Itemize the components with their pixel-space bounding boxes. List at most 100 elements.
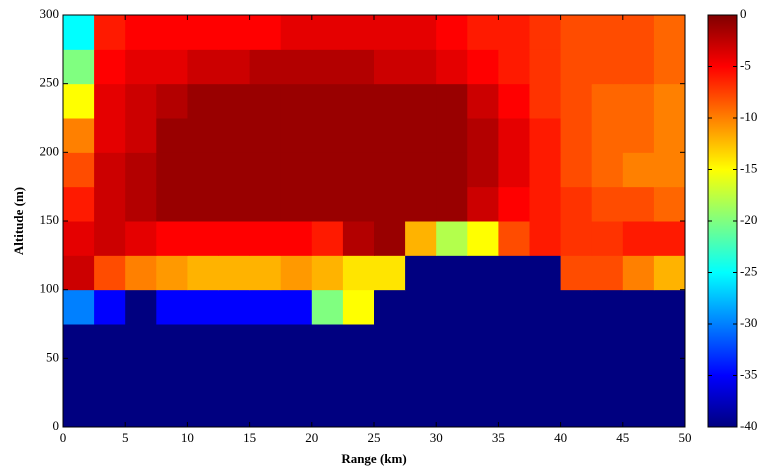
heatmap-cell (498, 83, 530, 119)
heatmap-cell (311, 49, 344, 85)
heatmap-cell (529, 15, 562, 50)
heatmap-cell (529, 186, 562, 222)
heatmap-cell (280, 358, 313, 394)
heatmap-cell (529, 289, 562, 325)
heatmap-cell (498, 289, 530, 325)
heatmap-cell (374, 15, 406, 50)
heatmap-cell (311, 83, 344, 119)
heatmap-cell (560, 255, 593, 291)
heatmap-cell (436, 15, 468, 50)
heatmap-cell (63, 324, 95, 359)
heatmap-cell (467, 221, 499, 256)
heatmap-cell (125, 186, 157, 222)
heatmap-cell (529, 324, 562, 359)
heatmap-cell (653, 255, 686, 291)
heatmap-cell (622, 221, 655, 256)
heatmap-cell (63, 289, 95, 325)
y-tick-label: 150 (40, 212, 60, 227)
heatmap-cell (218, 83, 251, 119)
x-tick-label: 15 (243, 430, 256, 445)
heatmap-cell (405, 221, 437, 256)
heatmap-cell (436, 289, 468, 325)
heatmap-cell (374, 392, 406, 428)
heatmap-cell (591, 392, 624, 428)
heatmap-cell (218, 15, 251, 50)
heatmap-cell (311, 152, 344, 188)
heatmap-cell (280, 289, 313, 325)
heatmap-cell (467, 83, 499, 119)
heatmap-cell (374, 255, 406, 291)
heatmap-cell (187, 152, 219, 188)
heatmap-cell (218, 49, 251, 85)
heatmap-cell (467, 152, 499, 188)
heatmap-cell (94, 186, 126, 222)
heatmap-cell (560, 221, 593, 256)
heatmap-cell (311, 255, 344, 291)
heatmap-cell (187, 255, 219, 291)
x-tick-label: 45 (616, 430, 629, 445)
heatmap-cell (653, 392, 686, 428)
colorbar-tick-label: -35 (740, 366, 757, 381)
heatmap-cell (405, 289, 437, 325)
heatmap-cell (187, 221, 219, 256)
heatmap-cell (280, 15, 313, 50)
heatmap-cell (374, 324, 406, 359)
y-tick-label: 300 (40, 6, 60, 21)
heatmap-cell (63, 15, 95, 50)
heatmap-cell (249, 358, 282, 394)
y-tick-label: 200 (40, 143, 60, 158)
heatmap-cell (498, 392, 530, 428)
heatmap-cell (342, 15, 375, 50)
heatmap-cell (125, 83, 157, 119)
heatmap-cell (529, 358, 562, 394)
heatmap-cell (249, 186, 282, 222)
heatmap-cell (218, 221, 251, 256)
heatmap-cell (436, 358, 468, 394)
heatmap-cell (653, 221, 686, 256)
heatmap-cell (280, 221, 313, 256)
heatmap-cell (218, 118, 251, 153)
heatmap-cell (280, 392, 313, 428)
heatmap-cell (591, 152, 624, 188)
x-tick-label: 30 (430, 430, 443, 445)
heatmap-cell (125, 358, 157, 394)
heatmap-cell (622, 289, 655, 325)
heatmap-cell (63, 358, 95, 394)
heatmap-cell (467, 392, 499, 428)
heatmap-cell (467, 118, 499, 153)
heatmap-cell (467, 324, 499, 359)
heatmap-cell (187, 392, 219, 428)
heatmap-cell (405, 49, 437, 85)
heatmap-cell (342, 49, 375, 85)
heatmap-cell (436, 49, 468, 85)
heatmap-cell (94, 221, 126, 256)
heatmap-cell (249, 221, 282, 256)
heatmap-cell (249, 15, 282, 50)
heatmap-cell (187, 118, 219, 153)
heatmap-cell (622, 358, 655, 394)
x-tick-label: 25 (368, 430, 381, 445)
heatmap-cell (342, 358, 375, 394)
heatmap-cell (467, 358, 499, 394)
heatmap-cell (374, 49, 406, 85)
heatmap-cell (591, 15, 624, 50)
heatmap-cell (342, 118, 375, 153)
x-tick-label: 50 (679, 430, 692, 445)
colorbar-tick-label: -15 (740, 160, 757, 175)
heatmap-cell (249, 324, 282, 359)
heatmap-cell (218, 392, 251, 428)
colorbar-tick-label: -40 (740, 418, 757, 433)
heatmap-cell (622, 49, 655, 85)
heatmap-cell (591, 186, 624, 222)
colorbar-tick-label: -25 (740, 263, 757, 278)
y-tick-label: 250 (40, 75, 60, 90)
heatmap-cell (280, 49, 313, 85)
heatmap-cell (467, 49, 499, 85)
heatmap-cell (436, 255, 468, 291)
heatmap-cell (467, 289, 499, 325)
heatmap-cell (249, 49, 282, 85)
heatmap-cell (498, 15, 530, 50)
heatmap-cell (560, 324, 593, 359)
heatmap-cell (125, 15, 157, 50)
heatmap-cell (94, 83, 126, 119)
